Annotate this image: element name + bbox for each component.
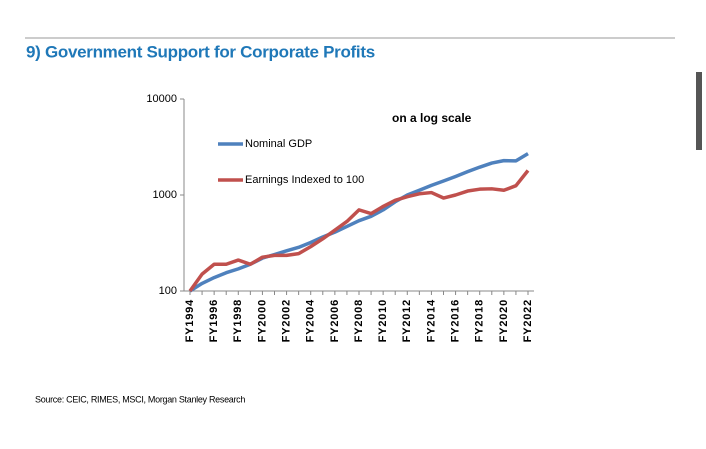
annotation: on a log scale xyxy=(392,111,472,125)
x-tick-label: FY2008 xyxy=(353,299,365,342)
x-tick-label: FY2016 xyxy=(449,299,461,342)
y-tick-label: 100 xyxy=(159,285,177,297)
y-tick-label: 1000 xyxy=(153,189,177,201)
source-note: Source: CEIC, RIMES, MSCI, Morgan Stanle… xyxy=(35,394,245,404)
x-tick-label: FY2002 xyxy=(280,299,292,342)
x-tick-label: FY2022 xyxy=(522,299,534,342)
series-line xyxy=(189,152,529,293)
x-tick-label: FY2020 xyxy=(498,299,510,342)
x-tick-label: FY2012 xyxy=(401,299,413,342)
series-line xyxy=(188,169,530,293)
x-tick-label: FY2006 xyxy=(329,299,341,342)
x-tick-label: FY2004 xyxy=(305,299,317,342)
x-tick-label: FY1996 xyxy=(208,299,220,342)
legend-label: Earnings Indexed to 100 xyxy=(245,174,364,186)
x-tick-label: FY2000 xyxy=(256,299,268,342)
y-tick-label: 10000 xyxy=(146,93,177,105)
legend-label: Nominal GDP xyxy=(245,138,312,150)
x-tick-label: FY2018 xyxy=(474,299,486,342)
x-tick-label: FY1994 xyxy=(184,299,196,342)
x-tick-label: FY2010 xyxy=(377,299,389,342)
x-tick-label: FY2014 xyxy=(425,299,437,342)
chart-title: 9) Government Support for Corporate Prof… xyxy=(26,42,375,61)
scroll-indicator xyxy=(696,72,702,150)
x-tick-label: FY1998 xyxy=(232,299,244,342)
